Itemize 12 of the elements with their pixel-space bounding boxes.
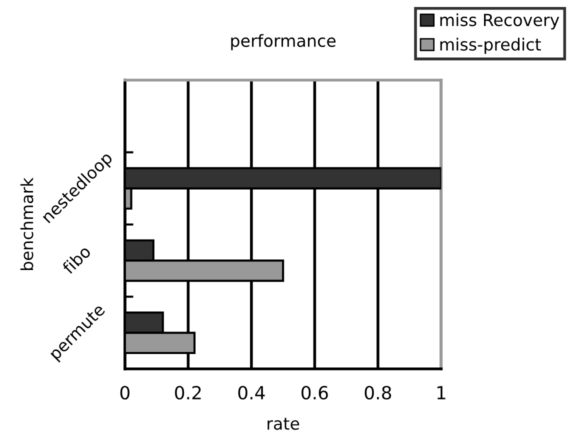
y-axis-title: benchmark <box>20 178 34 270</box>
x-tick-label: 0.2 <box>175 386 201 400</box>
y-tick-label: fibo <box>61 244 92 275</box>
x-tick-label: 1 <box>437 386 446 400</box>
x-tick-label: 0.6 <box>302 386 328 400</box>
chart-title: performance <box>231 34 336 50</box>
x-tick-label: 0 <box>120 386 130 400</box>
x-tick-label: 0.8 <box>364 386 392 400</box>
x-tick-label: 0.4 <box>238 386 265 400</box>
legend-label: miss-predict <box>440 38 541 54</box>
legend-label: miss Recovery <box>440 13 560 30</box>
x-axis-title: rate <box>268 418 300 430</box>
